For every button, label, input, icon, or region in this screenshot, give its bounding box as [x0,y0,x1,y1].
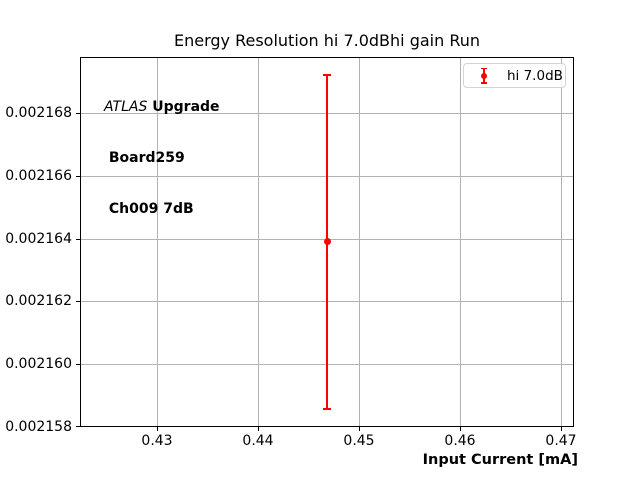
x-tick-mark [359,427,360,431]
gridline-vertical [359,58,360,426]
y-tick-mark [76,239,80,240]
annotation-line-1: ATLAS Upgrade [104,99,220,116]
y-tick-label: 0.002166 [5,168,72,184]
x-tick-label: 0.46 [444,433,476,449]
legend-label: hi 7.0dB [507,67,563,84]
y-tick-mark [76,364,80,365]
data-point-marker [324,238,331,245]
x-axis-label: Input Current [mA] [422,452,578,468]
annotation-atlas-italic: ATLAS [104,99,148,115]
plot-area: ATLAS Upgrade Board259 Ch009 7dB hi 7.0d… [80,57,574,427]
legend-errorbar-icon [481,67,487,84]
errorbar-cap-bottom [323,408,331,410]
y-tick-label: 0.002160 [5,356,72,372]
legend-marker-cap-bottom [481,82,487,84]
gridline-vertical [258,58,259,426]
y-tick-mark [76,176,80,177]
x-tick-mark [157,427,158,431]
x-tick-label: 0.45 [343,433,375,449]
annotation-line-2: Board259 [104,150,185,166]
errorbar-cap-top [323,74,331,76]
x-tick-mark [460,427,461,431]
y-tick-label: 0.002168 [5,105,72,121]
y-tick-label: 0.002162 [5,293,72,309]
x-tick-label: 0.47 [545,433,577,449]
gridline-vertical [561,58,562,426]
x-tick-label: 0.44 [242,433,274,449]
chart-title: Energy Resolution hi 7.0dBhi gain Run [173,31,481,50]
y-tick-mark [76,113,80,114]
x-tick-label: 0.43 [141,433,173,449]
annotation-line-3: Ch009 7dB [104,201,194,217]
y-tick-label: 0.002164 [5,231,72,247]
y-tick-mark [76,301,80,302]
annotation-atlas-label: ATLAS Upgrade Board259 Ch009 7dB [104,65,220,252]
x-tick-mark [561,427,562,431]
legend: hi 7.0dB [463,63,566,88]
gridline-vertical [460,58,461,426]
annotation-upgrade: Upgrade [147,99,220,115]
y-tick-label: 0.002158 [5,419,72,435]
x-tick-mark [258,427,259,431]
legend-marker-dot [481,72,487,79]
legend-marker-cap-top [481,67,487,69]
y-tick-mark [76,426,80,427]
gridline-vertical [157,58,158,426]
